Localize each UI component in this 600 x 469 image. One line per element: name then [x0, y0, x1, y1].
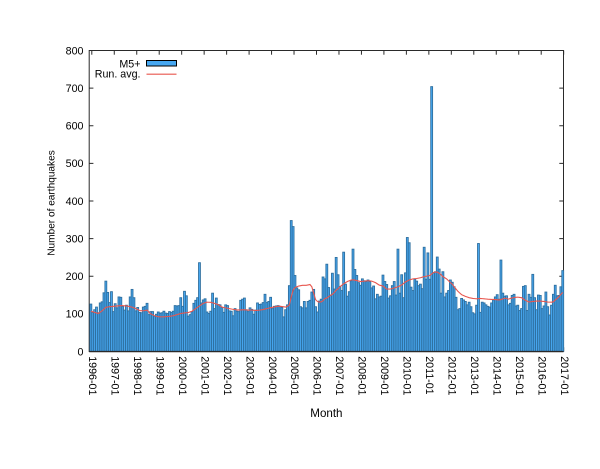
svg-text:1996-01: 1996-01 — [86, 356, 98, 395]
svg-text:2006-01: 2006-01 — [311, 356, 323, 395]
svg-text:Month: Month — [310, 407, 342, 420]
svg-text:800: 800 — [66, 45, 84, 57]
svg-text:100: 100 — [66, 309, 84, 321]
svg-text:1999-01: 1999-01 — [153, 356, 165, 395]
svg-text:2011-01: 2011-01 — [423, 356, 435, 394]
svg-text:2008-01: 2008-01 — [356, 356, 368, 395]
svg-text:400: 400 — [66, 196, 84, 208]
svg-text:2016-01: 2016-01 — [535, 356, 547, 395]
svg-text:300: 300 — [66, 233, 84, 245]
svg-text:0: 0 — [78, 346, 84, 358]
svg-text:2003-01: 2003-01 — [243, 356, 255, 395]
svg-text:2015-01: 2015-01 — [513, 356, 525, 395]
svg-text:2014-01: 2014-01 — [490, 356, 502, 395]
svg-text:200: 200 — [66, 271, 84, 283]
svg-text:2012-01: 2012-01 — [446, 356, 458, 395]
svg-text:1997-01: 1997-01 — [108, 356, 120, 395]
svg-text:2004-01: 2004-01 — [266, 356, 278, 395]
svg-text:M5+: M5+ — [119, 59, 140, 71]
svg-text:2002-01: 2002-01 — [221, 356, 233, 395]
svg-text:Run. avg.: Run. avg. — [95, 68, 141, 80]
svg-text:500: 500 — [66, 158, 84, 170]
svg-text:2007-01: 2007-01 — [333, 356, 345, 395]
svg-text:2001-01: 2001-01 — [198, 356, 210, 395]
svg-text:2017-01: 2017-01 — [558, 356, 570, 395]
svg-text:2005-01: 2005-01 — [288, 356, 300, 395]
svg-text:600: 600 — [66, 121, 84, 133]
svg-text:Number of earthquakes: Number of earthquakes — [46, 150, 57, 255]
svg-text:2000-01: 2000-01 — [176, 356, 188, 395]
svg-text:1998-01: 1998-01 — [131, 356, 143, 395]
svg-text:700: 700 — [66, 83, 84, 95]
svg-text:2009-01: 2009-01 — [378, 356, 390, 395]
svg-text:2010-01: 2010-01 — [401, 356, 413, 395]
svg-text:2013-01: 2013-01 — [468, 356, 480, 395]
